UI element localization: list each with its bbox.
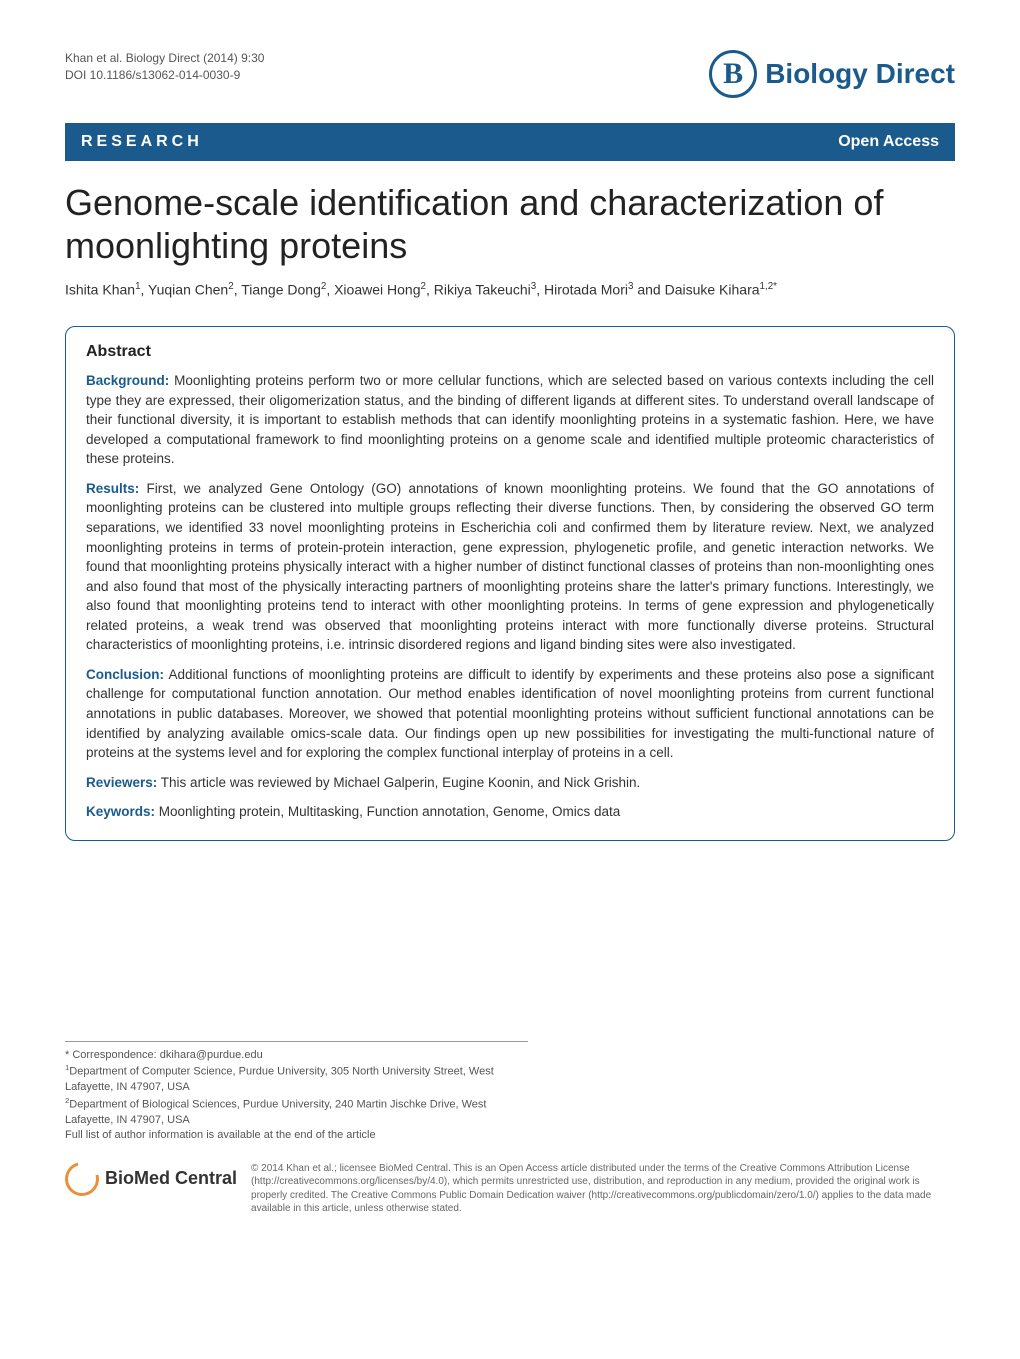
abstract-keywords: Keywords: Moonlighting protein, Multitas… (86, 802, 934, 822)
header: Khan et al. Biology Direct (2014) 9:30 D… (65, 50, 955, 98)
citation-doi: DOI 10.1186/s13062-014-0030-9 (65, 67, 264, 84)
abstract-results-label: Results: (86, 481, 139, 496)
page: Khan et al. Biology Direct (2014) 9:30 D… (0, 0, 1020, 1246)
article-type-bar: RESEARCH Open Access (65, 123, 955, 161)
abstract-heading: Abstract (86, 343, 934, 361)
open-access-label: Open Access (838, 133, 939, 151)
abstract-conclusion-text: Additional functions of moonlighting pro… (86, 667, 934, 760)
journal-logo: B Biology Direct (709, 50, 955, 98)
full-list-note: Full list of author information is avail… (65, 1128, 528, 1143)
footnotes: * Correspondence: dkihara@purdue.edu 1De… (65, 1041, 528, 1144)
abstract-box: Abstract Background: Moonlighting protei… (65, 326, 955, 841)
abstract-reviewers: Reviewers: This article was reviewed by … (86, 773, 934, 793)
abstract-conclusion: Conclusion: Additional functions of moon… (86, 665, 934, 763)
biomed-central-logo: BioMed Central (65, 1162, 237, 1196)
abstract-keywords-label: Keywords: (86, 804, 155, 819)
logo-letter: B (723, 57, 743, 91)
abstract-background-label: Background: (86, 373, 169, 388)
article-type-label: RESEARCH (81, 133, 203, 151)
bmc-text: BioMed Central (105, 1168, 237, 1189)
bmc-circle-icon (59, 1155, 105, 1201)
abstract-results: Results: First, we analyzed Gene Ontolog… (86, 479, 934, 655)
abstract-results-text: First, we analyzed Gene Ontology (GO) an… (86, 481, 934, 653)
abstract-conclusion-label: Conclusion: (86, 667, 164, 682)
authors: Ishita Khan1, Yuqian Chen2, Tiange Dong2… (65, 281, 955, 298)
abstract-reviewers-text: This article was reviewed by Michael Gal… (157, 775, 640, 790)
correspondence: * Correspondence: dkihara@purdue.edu (65, 1048, 528, 1063)
citation-line-1: Khan et al. Biology Direct (2014) 9:30 (65, 50, 264, 67)
abstract-background-text: Moonlighting proteins perform two or mor… (86, 373, 934, 466)
affiliation-1: 1Department of Computer Science, Purdue … (65, 1063, 528, 1095)
citation: Khan et al. Biology Direct (2014) 9:30 D… (65, 50, 264, 84)
abstract-reviewers-label: Reviewers: (86, 775, 157, 790)
logo-badge-icon: B (709, 50, 757, 98)
article-title: Genome-scale identification and characte… (65, 181, 955, 267)
abstract-keywords-text: Moonlighting protein, Multitasking, Func… (155, 804, 620, 819)
copyright-text: © 2014 Khan et al.; licensee BioMed Cent… (251, 1162, 955, 1216)
affiliation-2: 2Department of Biological Sciences, Purd… (65, 1096, 528, 1128)
abstract-background: Background: Moonlighting proteins perfor… (86, 371, 934, 469)
footer: BioMed Central © 2014 Khan et al.; licen… (65, 1162, 955, 1216)
journal-name: Biology Direct (765, 58, 955, 90)
